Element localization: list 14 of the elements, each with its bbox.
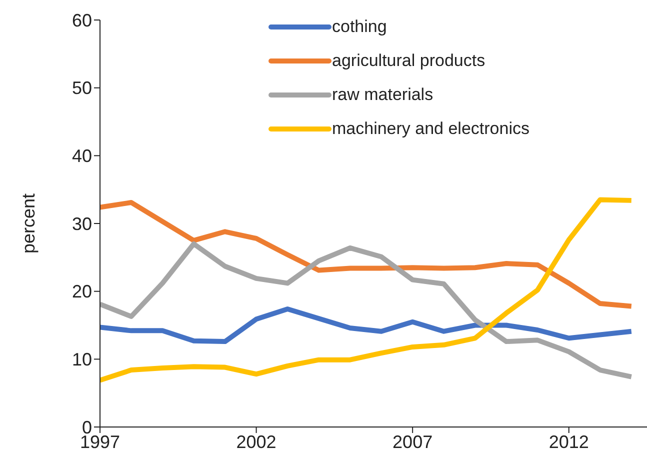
y-axis-title: percent bbox=[18, 193, 38, 254]
y-tick-label: 10 bbox=[72, 350, 92, 370]
y-tick-label: 50 bbox=[72, 78, 92, 98]
y-tick-label: 20 bbox=[72, 282, 92, 302]
x-tick-label: 2012 bbox=[548, 432, 589, 452]
x-tick-label: 2007 bbox=[392, 432, 433, 452]
legend-label: machinery and electronics bbox=[332, 119, 530, 139]
legend-label: agricultural products bbox=[332, 51, 486, 71]
legend-label: raw materials bbox=[332, 85, 434, 105]
y-tick-label: 30 bbox=[72, 214, 92, 234]
legend-label: cothing bbox=[332, 17, 387, 37]
x-tick-label: 2002 bbox=[236, 432, 276, 452]
y-tick-label: 60 bbox=[72, 10, 92, 30]
y-tick-label: 40 bbox=[72, 146, 92, 166]
